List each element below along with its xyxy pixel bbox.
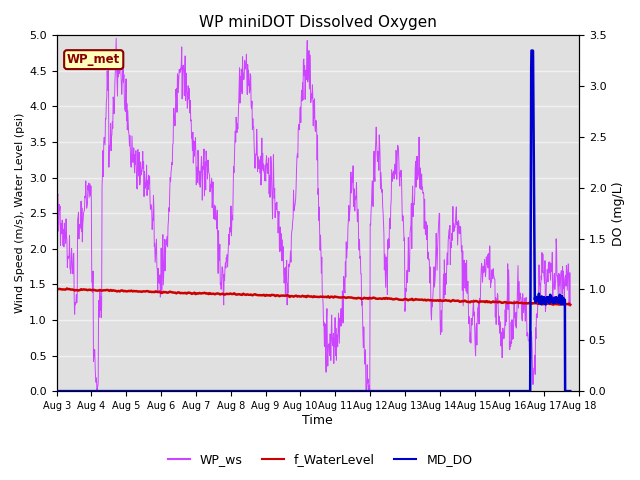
WP_ws: [113, 36, 120, 41]
MD_DO: [303, 388, 310, 394]
Title: WP miniDOT Dissolved Oxygen: WP miniDOT Dissolved Oxygen: [199, 15, 436, 30]
Legend: WP_ws, f_WaterLevel, MD_DO: WP_ws, f_WaterLevel, MD_DO: [163, 448, 477, 471]
MD_DO: [79, 388, 86, 394]
WP_ws: [276, 224, 284, 230]
WP_ws: [52, 199, 60, 205]
WP_ws: [227, 221, 234, 227]
f_WaterLevel: [257, 292, 265, 298]
MD_DO: [527, 48, 535, 53]
f_WaterLevel: [566, 302, 574, 308]
MD_DO: [289, 388, 296, 394]
Y-axis label: Wind Speed (m/s), Water Level (psi): Wind Speed (m/s), Water Level (psi): [15, 113, 25, 313]
MD_DO: [52, 388, 60, 394]
WP_ws: [334, 327, 342, 333]
MD_DO: [552, 300, 559, 306]
MD_DO: [566, 388, 574, 394]
X-axis label: Time: Time: [303, 414, 333, 427]
MD_DO: [552, 299, 559, 305]
f_WaterLevel: [221, 291, 229, 297]
Y-axis label: DO (mg/L): DO (mg/L): [612, 181, 625, 246]
MD_DO: [457, 388, 465, 394]
f_WaterLevel: [425, 297, 433, 303]
WP_ws: [324, 344, 332, 349]
f_WaterLevel: [428, 297, 435, 303]
f_WaterLevel: [63, 286, 71, 291]
WP_ws: [122, 108, 129, 114]
Line: WP_ws: WP_ws: [56, 38, 570, 391]
WP_ws: [93, 388, 100, 394]
WP_ws: [566, 303, 574, 309]
Text: WP_met: WP_met: [67, 53, 120, 66]
f_WaterLevel: [52, 287, 60, 292]
Line: f_WaterLevel: f_WaterLevel: [56, 288, 570, 305]
Line: MD_DO: MD_DO: [56, 50, 570, 391]
f_WaterLevel: [116, 288, 124, 294]
WP_ws: [140, 193, 148, 199]
f_WaterLevel: [377, 296, 385, 301]
